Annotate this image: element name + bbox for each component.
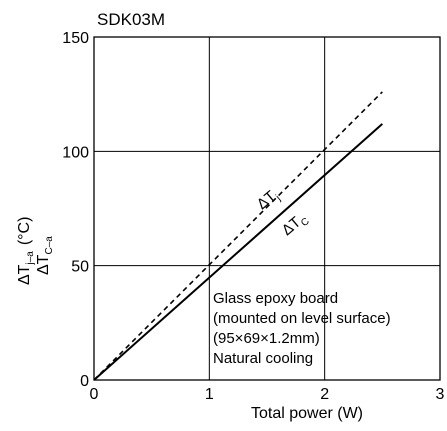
chart-title: SDK03M (97, 10, 165, 29)
y-axis-label: ΔTj–a(°C) ΔTC–a (16, 217, 55, 285)
y-axis-label-line1: ΔTj–a (°C) (16, 217, 36, 285)
y-label1-unit: (°C) (16, 217, 33, 246)
x-axis-label: Total power (W) (251, 405, 363, 422)
x-tick-label: 2 (320, 386, 329, 403)
series-line-tj (93, 91, 383, 381)
y-label2-prefix: ΔT (35, 254, 52, 275)
y-tick-label: 0 (80, 373, 89, 390)
series-line-tc (93, 123, 383, 381)
series-label-tj: ΔTj (254, 186, 283, 215)
condition-annotation: Glass epoxy board (mounted on level surf… (213, 290, 391, 367)
y-label1-prefix: ΔT (16, 264, 33, 285)
series-lines (93, 91, 383, 381)
y-tick-label: 100 (62, 144, 89, 161)
series-tj-prefix: ΔT (254, 188, 280, 213)
grid-lines (94, 37, 440, 380)
plot-frame (93, 36, 441, 381)
y-label2-subscript: C–a (44, 236, 55, 255)
series-label-tc: ΔTC (279, 209, 312, 241)
x-tick-label: 1 (205, 386, 214, 403)
annotation-line: Natural cooling (213, 350, 313, 367)
series-tc-prefix: ΔT (279, 214, 305, 239)
series-tj-subscript: j (273, 193, 283, 204)
x-tick-label: 3 (436, 386, 445, 403)
x-tick-label: 0 (90, 386, 99, 403)
y-tick-label: 150 (62, 30, 89, 47)
y-label1-subscript: j–a (25, 251, 36, 266)
annotation-line: (mounted on level surface) (213, 310, 391, 327)
annotation-line: (95×69×1.2mm) (213, 330, 320, 347)
y-tick-label: 50 (71, 259, 89, 276)
tick-labels: 0 1 2 3 0 50 100 150 (62, 30, 444, 403)
y-axis-label-line2: ΔTC–a (35, 236, 55, 275)
annotation-line: Glass epoxy board (213, 290, 338, 307)
